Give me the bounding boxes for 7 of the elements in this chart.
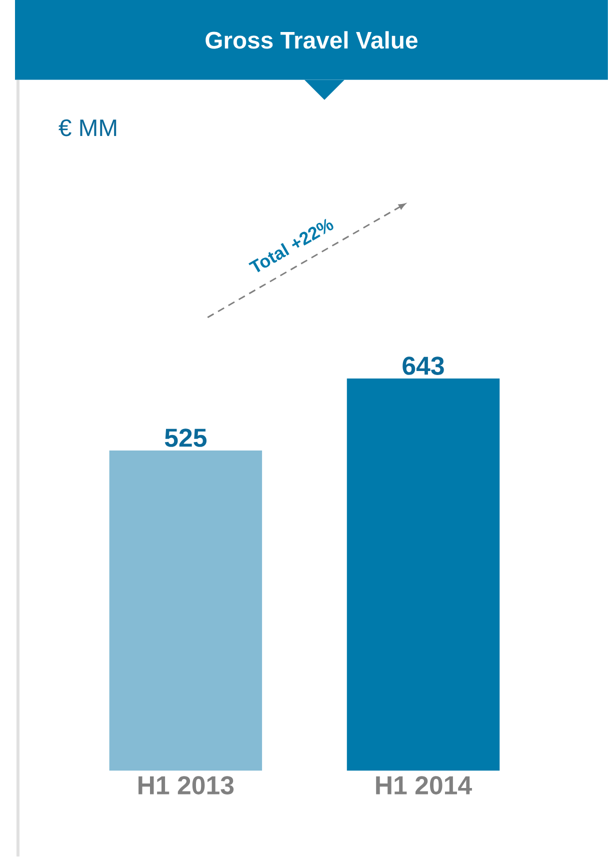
data-label: 643 [402, 356, 444, 375]
text: € MM [58, 119, 116, 136]
x-tick-label: H1 2013 [138, 776, 234, 795]
text: Total +22% [248, 218, 334, 272]
data-label: 525 [164, 428, 207, 447]
x-tick-label: H1 2014 [376, 776, 472, 794]
chart-title: Gross Travel Value [206, 31, 418, 49]
